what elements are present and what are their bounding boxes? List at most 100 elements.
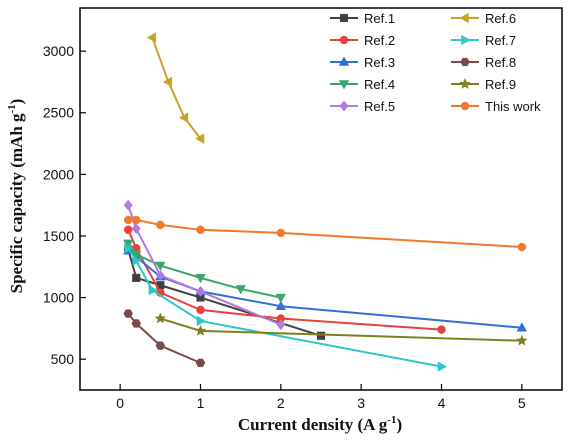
data-point bbox=[195, 286, 206, 297]
legend-label: Ref.1 bbox=[364, 11, 395, 26]
legend-item: Ref.5 bbox=[330, 99, 395, 114]
legend-item: This work bbox=[451, 99, 541, 114]
y-tick-label: 500 bbox=[51, 351, 75, 367]
data-point bbox=[132, 255, 142, 266]
y-tick-label: 3000 bbox=[43, 43, 74, 59]
data-point bbox=[162, 76, 173, 88]
data-point bbox=[194, 324, 207, 336]
data-point bbox=[516, 322, 528, 332]
series-3 bbox=[122, 245, 528, 332]
data-point bbox=[517, 242, 527, 252]
x-axis-title: Current density (A g-1) bbox=[238, 414, 402, 434]
data-point bbox=[148, 284, 158, 296]
legend-marker bbox=[338, 80, 350, 90]
data-point bbox=[131, 319, 142, 328]
series-6 bbox=[146, 32, 205, 144]
data-point bbox=[123, 215, 133, 225]
series-line bbox=[127, 229, 442, 331]
data-point bbox=[275, 300, 287, 310]
series-line bbox=[151, 37, 202, 140]
data-point bbox=[194, 133, 205, 144]
legend-item: Ref.2 bbox=[330, 33, 395, 48]
data-point bbox=[131, 223, 141, 234]
legend-item: Ref.6 bbox=[451, 11, 516, 26]
legend-label: Ref.4 bbox=[364, 77, 395, 92]
legend: Ref.1 Ref.2 Ref.3 Ref.4 Ref.5 Ref.6 Ref.7 Ref.8… bbox=[330, 11, 541, 114]
data-point bbox=[437, 325, 446, 334]
data-point bbox=[196, 305, 205, 315]
legend-marker bbox=[338, 56, 350, 66]
data-point bbox=[235, 285, 246, 295]
series-layer bbox=[122, 32, 528, 372]
y-tick-label: 1000 bbox=[43, 290, 74, 306]
data-point bbox=[146, 32, 157, 43]
legend-label: Ref.6 bbox=[485, 11, 516, 26]
legend-item: Ref.1 bbox=[330, 11, 395, 26]
series-line bbox=[127, 249, 522, 329]
legend-marker bbox=[339, 100, 349, 112]
series-2 bbox=[123, 225, 446, 334]
data-point bbox=[123, 309, 133, 318]
legend-item: Ref.9 bbox=[451, 77, 516, 92]
plot-frame bbox=[79, 7, 563, 391]
series-4 bbox=[122, 239, 287, 304]
legend-marker bbox=[461, 34, 471, 46]
series-10 bbox=[123, 215, 527, 252]
x-tick-label: 4 bbox=[438, 395, 446, 411]
axis-ticks: 0 1 2 3 4 5 500 1000 1500 2000 2500 3000 bbox=[43, 43, 526, 411]
series-7 bbox=[124, 243, 448, 372]
legend-item: Ref.3 bbox=[330, 55, 395, 70]
legend-label: Ref.8 bbox=[485, 55, 516, 70]
series-8 bbox=[123, 309, 206, 368]
legend-marker bbox=[339, 35, 349, 45]
x-tick-label: 5 bbox=[518, 395, 526, 411]
y-tick-label: 2000 bbox=[43, 166, 74, 182]
y-tick-label: 2500 bbox=[43, 105, 74, 121]
x-tick-label: 3 bbox=[357, 395, 365, 411]
legend-marker bbox=[339, 13, 349, 23]
legend-label: Ref.7 bbox=[485, 33, 516, 48]
data-point bbox=[131, 215, 141, 225]
data-point bbox=[515, 334, 528, 346]
x-tick-label: 0 bbox=[116, 395, 124, 411]
data-point bbox=[276, 228, 286, 238]
data-point bbox=[123, 199, 133, 211]
legend-marker bbox=[459, 12, 469, 24]
legend-item: Ref.4 bbox=[330, 77, 395, 92]
data-point bbox=[123, 225, 133, 235]
data-point bbox=[316, 331, 326, 340]
legend-item: Ref.8 bbox=[451, 55, 516, 70]
legend-label: Ref.2 bbox=[364, 33, 395, 48]
data-point bbox=[196, 315, 207, 327]
legend-marker bbox=[460, 57, 470, 67]
y-axis-title: Specific capacity (mAh g-1) bbox=[6, 99, 26, 294]
legend-label: This work bbox=[485, 99, 541, 114]
data-point bbox=[156, 220, 165, 230]
data-point bbox=[275, 293, 287, 304]
data-point bbox=[276, 319, 286, 331]
plot-area bbox=[79, 7, 563, 391]
data-point bbox=[155, 270, 165, 281]
series-line bbox=[127, 312, 201, 364]
legend-marker bbox=[460, 101, 470, 111]
data-point bbox=[437, 361, 448, 372]
data-point bbox=[195, 358, 206, 368]
legend-item: Ref.7 bbox=[451, 33, 516, 48]
series-9 bbox=[154, 312, 528, 346]
data-point bbox=[124, 243, 134, 254]
data-point bbox=[154, 312, 167, 324]
x-tick-label: 1 bbox=[197, 395, 205, 411]
data-point bbox=[132, 273, 141, 282]
legend-label: Ref.3 bbox=[364, 55, 395, 70]
data-point bbox=[195, 274, 206, 284]
legend-label: Ref.5 bbox=[364, 99, 395, 114]
legend-marker bbox=[459, 77, 471, 90]
legend-label: Ref.9 bbox=[485, 77, 516, 92]
data-point bbox=[178, 112, 189, 123]
data-point bbox=[196, 225, 205, 235]
y-tick-label: 1500 bbox=[43, 228, 74, 244]
series-line bbox=[128, 218, 522, 249]
data-point bbox=[155, 341, 166, 350]
data-point bbox=[155, 261, 166, 272]
